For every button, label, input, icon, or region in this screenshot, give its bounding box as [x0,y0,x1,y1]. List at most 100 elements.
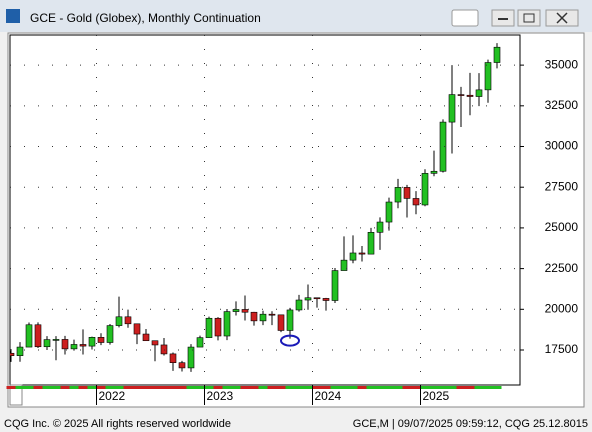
trend-strip [114,386,124,389]
trend-strip [267,386,277,389]
candle-body [448,94,456,123]
candle-body [241,309,249,313]
candle-body [43,339,51,348]
trend-strip [420,386,430,389]
candle-body [313,297,321,300]
trend-strip [132,386,142,389]
candle-body [187,346,195,369]
y-tick-label: 30000 [545,139,579,153]
trend-strip [60,386,70,389]
trend-strip [411,386,421,389]
maximize-button[interactable] [517,9,541,27]
candle-body [466,94,474,97]
trend-strip [348,386,358,389]
trend-strip [78,386,88,389]
trend-strip [24,386,34,389]
x-tick-label: 2023 [207,389,234,403]
candle-body [412,198,420,206]
trend-strip [312,386,322,389]
trend-strip [150,386,160,389]
candle-body [259,313,267,322]
trend-strip [474,386,484,389]
candle-body [286,309,294,331]
candle-body [475,89,483,97]
candle-body [88,337,96,347]
candle-body [421,173,429,206]
candle-body [376,221,384,233]
trend-strip [384,386,394,389]
trend-strip [42,386,52,389]
candle-body [349,252,357,261]
trend-strip [186,386,196,389]
candle-body [484,62,492,91]
plot-layer [10,43,501,372]
candle-body [322,298,330,301]
trend-strip [195,386,205,389]
trend-strip [276,386,286,389]
trend-strip [249,386,259,389]
candle-body [70,344,78,350]
candle-body [430,170,438,174]
trend-strip [447,386,457,389]
candle-body [403,187,411,199]
link-button[interactable] [451,9,479,27]
y-tick-label: 22500 [545,261,579,275]
y-tick-label: 35000 [545,57,579,71]
trend-strip [6,386,16,389]
candle-body [196,337,204,348]
trend-strip [51,386,61,389]
candle-body [493,46,501,63]
x-tick-label: 2024 [315,389,342,403]
candle-body [142,333,150,342]
y-tick-label: 17500 [545,342,579,356]
trend-strip [393,386,403,389]
candle-body [16,346,24,356]
trend-strip [159,386,169,389]
trend-strip [285,386,295,389]
candle-body [304,297,312,301]
trend-strip [231,386,241,389]
y-tick-label: 32500 [545,98,579,112]
trend-strip [177,386,187,389]
scroll-handle[interactable] [9,384,23,406]
candle-body [340,259,348,271]
y-tick-label: 27500 [545,179,579,193]
candle-body [331,270,339,301]
trend-strip [321,386,331,389]
candle-body [169,353,177,363]
candle-body [394,187,402,203]
candle-body [358,252,366,255]
trend-strip [222,386,232,389]
trend-strip [96,386,106,389]
candle-body [439,121,447,172]
candle-body [295,299,303,311]
trend-strip [465,386,475,389]
annotation-circle [280,334,300,347]
candle-body [385,201,393,223]
trend-strip [69,386,79,389]
candle-body [178,362,186,369]
candle-body [250,311,258,322]
candle-body [205,317,213,338]
trend-strip [294,386,304,389]
trend-strip [366,386,376,389]
trend-strip [456,386,466,389]
trend-strip [123,386,133,389]
trend-strip [15,386,25,389]
plot-area [9,34,521,386]
candle-body [223,311,231,337]
trend-strip [357,386,367,389]
trend-strip [168,386,178,389]
maximize-glyph [523,13,535,23]
trend-strip [87,386,97,389]
candle-body [457,94,465,96]
candle-body [214,317,222,337]
candle-body [52,339,60,341]
candle-body [160,344,168,355]
trend-strip [105,386,115,389]
window-title: GCE - Gold (Globex), Monthly Continuatio… [30,11,261,25]
trend-strip [330,386,340,389]
candle-body [277,314,285,331]
candle-body [115,316,123,326]
